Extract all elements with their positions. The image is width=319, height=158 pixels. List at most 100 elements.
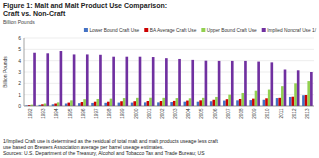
bar [81, 102, 84, 106]
bar [68, 103, 71, 106]
y-tick-label: 3 [18, 69, 21, 75]
bar [83, 99, 86, 106]
bar [223, 101, 226, 106]
bar [276, 98, 279, 106]
bar [218, 61, 221, 106]
bar [310, 72, 313, 106]
x-tick-label: 1995 [68, 108, 73, 119]
bar [226, 99, 229, 106]
bar [244, 61, 247, 106]
x-tick-label: 2013 [305, 108, 310, 119]
bar [189, 98, 192, 106]
legend-label: Implied Noncraf Use 1/ [267, 28, 316, 33]
bar [94, 102, 97, 106]
bar [284, 70, 287, 106]
bar [176, 98, 179, 106]
x-tick-label: 2004 [186, 108, 191, 119]
bar [54, 104, 57, 106]
bar [33, 53, 36, 106]
bar [205, 61, 208, 106]
legend-label: Upper Bound Craft Use [207, 28, 257, 33]
bar [178, 59, 181, 106]
bar [228, 95, 231, 106]
x-tick-label: 1999 [120, 108, 125, 119]
bar [139, 57, 142, 106]
x-tick-label: 1996 [81, 108, 86, 119]
bar [131, 103, 134, 106]
bar [297, 70, 300, 106]
bar [265, 98, 268, 106]
bar [157, 102, 160, 106]
x-tick-label: 2000 [134, 108, 139, 119]
bar [268, 90, 271, 106]
legend: Lower Bound Craft UseBA Average Craft Us… [84, 28, 317, 33]
legend-swatch [144, 28, 148, 32]
bar [147, 101, 150, 106]
bar [184, 102, 187, 106]
grid-line [24, 38, 314, 39]
chart: Figure 1: Malt and Malt Product Use Comp… [0, 0, 319, 158]
subtitle: Craft vs. Non-Craft [3, 10, 66, 17]
bar [249, 100, 252, 106]
bar [186, 101, 189, 106]
bar [289, 97, 292, 106]
bar [86, 54, 89, 106]
bar [252, 99, 255, 106]
x-tick-label: 1992 [28, 108, 33, 119]
x-tick-label: 2011 [279, 108, 284, 118]
bar [97, 99, 100, 106]
x-tick-label: 1993 [41, 108, 46, 119]
y-tick-label: 6 [18, 35, 21, 41]
bar [60, 51, 63, 106]
bar [307, 81, 310, 106]
bar [257, 62, 260, 106]
bar [278, 98, 281, 106]
bar [123, 98, 126, 106]
y-tick-label: 5 [18, 46, 21, 52]
bar [104, 103, 107, 106]
bar [65, 104, 68, 106]
bar [236, 100, 239, 106]
bar [281, 86, 284, 106]
bar [91, 103, 94, 106]
grid-line [24, 60, 314, 61]
bar [242, 93, 245, 106]
bar [112, 57, 115, 106]
bar [120, 101, 123, 106]
bar [202, 98, 205, 106]
bar [263, 100, 266, 106]
x-tick-label: 1994 [54, 108, 59, 119]
bar [255, 91, 258, 106]
bar [57, 102, 60, 106]
bar [46, 53, 49, 106]
bar [149, 98, 152, 106]
x-tick-label: 2006 [213, 108, 218, 119]
bar [160, 101, 163, 106]
bar [70, 100, 73, 106]
y-axis-label: Billion Pounds [2, 56, 8, 88]
bar [110, 99, 113, 106]
footnote-line: Sources: U.S. Department of the Treasury… [3, 150, 205, 156]
x-tick-label: 2002 [160, 108, 165, 119]
bar [213, 100, 216, 106]
x-tick-label: 2010 [265, 108, 270, 119]
series [25, 95, 304, 106]
y-tick-label: 4 [18, 58, 21, 64]
x-tick-label: 1998 [107, 108, 112, 119]
y-tick-label: 0 [18, 103, 21, 109]
y-tick-label: 2 [18, 80, 21, 86]
bar [197, 102, 200, 106]
bar [136, 98, 139, 106]
legend-swatch [201, 28, 205, 32]
x-tick-label: 2008 [239, 108, 244, 119]
y-tick-label: 1 [18, 92, 21, 98]
legend-label: BA Average Craft Use [150, 28, 197, 33]
bar [231, 61, 234, 106]
x-tick-label: 2012 [292, 108, 297, 119]
x-axis-line [24, 106, 314, 107]
y-axis-line [24, 38, 25, 106]
bar [78, 103, 81, 106]
bar [199, 100, 202, 106]
bar [44, 104, 47, 106]
title: Figure 1: Malt and Malt Product Use Comp… [3, 2, 167, 10]
